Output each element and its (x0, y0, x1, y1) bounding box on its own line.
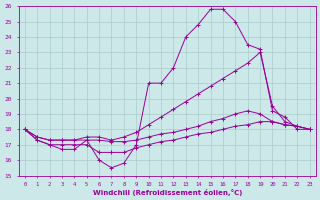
X-axis label: Windchill (Refroidissement éolien,°C): Windchill (Refroidissement éolien,°C) (92, 189, 242, 196)
